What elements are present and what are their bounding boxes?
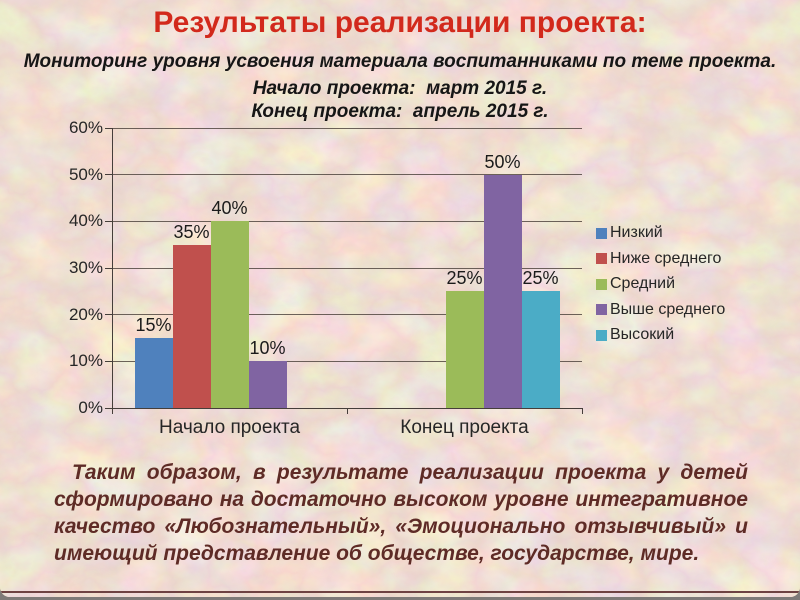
y-axis-tick-mark [105,220,112,222]
y-axis-tick-label: 60% [68,118,103,137]
bar-data-label: 15% [135,315,172,335]
bar [521,291,560,408]
bar [483,174,522,408]
legend-swatch-icon [596,253,607,264]
gridline [112,360,582,362]
legend-swatch-icon [596,329,607,341]
bar [248,361,287,408]
y-axis-tick-mark [105,407,112,409]
x-axis-tick-mark [347,408,348,414]
bar [172,244,211,408]
y-axis-tick-label: 40% [68,211,103,231]
gridline [112,267,582,269]
legend-label: Выше среднего [610,300,726,318]
bar-data-label: 50% [484,151,521,172]
bar [134,338,173,408]
y-axis-tick-mark [105,127,112,129]
legend-item: Средний [596,272,675,296]
slide-subtitle: Мониторинг уровня усвоения материала вос… [23,51,777,72]
gridline [112,314,582,316]
legend-item: Высокий [596,323,674,347]
legend-swatch-icon [596,278,607,290]
legend-swatch-icon [596,304,607,315]
bar-data-label: 10% [249,338,286,359]
legend-item: Выше среднего [596,298,725,322]
bottom-accent-line [0,591,800,593]
gridline [112,174,582,176]
bar-data-label: 25% [446,268,483,289]
legend-label: Ниже среднего [610,249,722,267]
y-axis-tick-label: 50% [68,164,103,184]
bar-data-label: 40% [211,198,248,219]
category-label: Начало проекта [158,417,301,438]
gridline [112,220,582,222]
x-axis-tick-mark [112,408,113,414]
conclusion-paragraph: Таким образом, в результате реализации п… [54,461,748,565]
bar [445,291,484,408]
bar-data-label: 35% [173,221,210,242]
legend-label: Средний [610,275,676,292]
legend-label: Низкий [610,224,663,241]
y-axis-tick-label: 0% [78,398,103,417]
y-axis-tick-mark [105,360,112,362]
gridline [112,127,582,129]
y-axis-tick-mark [105,174,112,176]
category-label: Конец проекта [400,417,529,438]
y-axis-tick-label: 10% [68,351,103,371]
project-start-line: Начало проекта: март 2015 г. [252,78,548,99]
bar-data-label: 25% [522,268,559,289]
legend-item: Ниже среднего [596,247,721,271]
y-axis-tick-mark [105,267,112,269]
legend-swatch-icon [596,227,607,239]
y-axis-tick-label: 30% [68,258,103,277]
bar [210,221,249,408]
legend-label: Высокий [610,326,675,343]
legend-item: Низкий [596,221,663,245]
x-axis-tick-mark [582,408,583,414]
y-axis-line [112,128,113,408]
slide-title: Результаты реализации проекта: [153,6,647,39]
y-axis-tick-mark [105,314,112,316]
y-axis-tick-label: 20% [68,304,103,324]
project-end-line: Конец проекта: апрель 2015 г. [251,101,549,122]
